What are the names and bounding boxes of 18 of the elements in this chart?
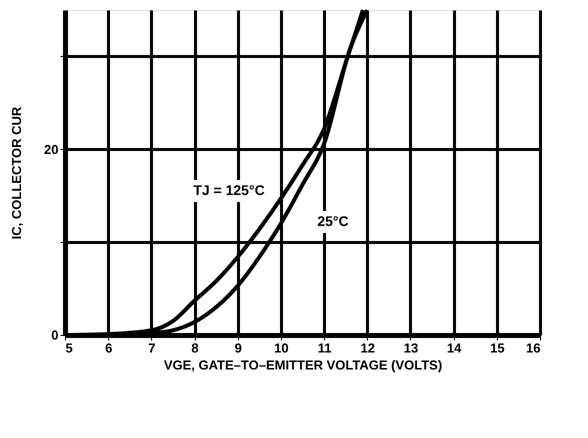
- x-tick-label: 6: [105, 340, 112, 356]
- x-tick-label: 5: [66, 340, 73, 356]
- x-tick-label: 9: [234, 340, 242, 356]
- x-tick-label: 7: [148, 340, 156, 356]
- x-tick-label: 8: [191, 340, 199, 356]
- annotation: TJ = 125°C: [193, 182, 265, 198]
- x-tick-label: 14: [446, 340, 462, 356]
- x-tick-label: 16: [526, 340, 540, 356]
- y-tick-label: 0: [51, 328, 58, 342]
- y-tick-label: 20: [44, 142, 58, 157]
- y-axis-title: IC, COLLECTOR CUR: [9, 106, 24, 240]
- x-tick-label: 12: [360, 340, 376, 356]
- x-tick-label: 13: [404, 340, 418, 356]
- x-axis-title: VGE, GATE–TO–EMITTER VOLTAGE (VOLTS): [164, 358, 442, 372]
- x-tick-label: 15: [490, 340, 505, 356]
- x-tick-label: 10: [274, 340, 289, 356]
- annotation: 25°C: [317, 213, 349, 229]
- x-tick-label: 11: [318, 340, 332, 356]
